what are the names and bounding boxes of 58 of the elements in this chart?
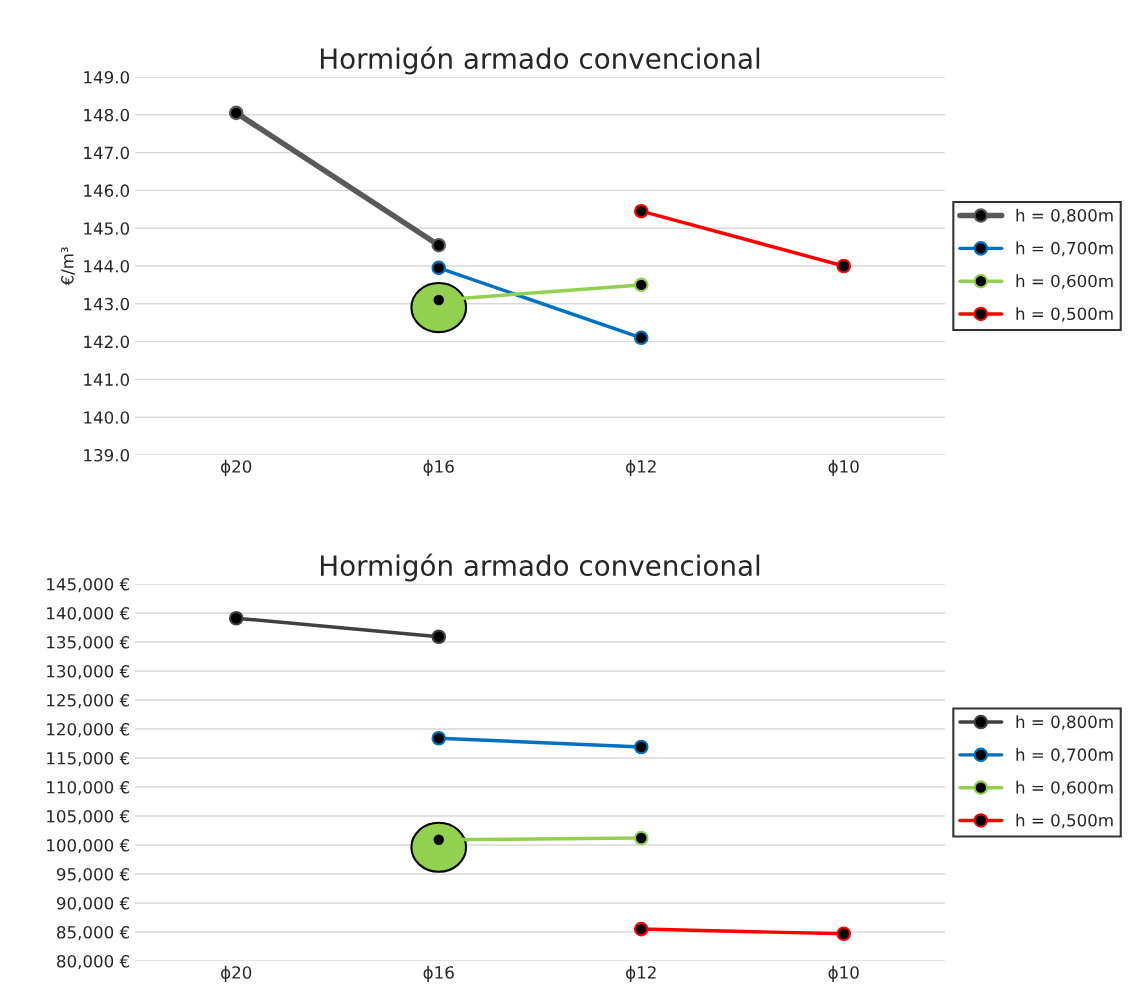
point <box>228 105 244 121</box>
y-tick-label: 130,000 € <box>47 664 130 680</box>
x-tick-label: ϕ12 <box>626 459 656 476</box>
y-tick-label: 139.0 <box>84 448 130 462</box>
legend-label: h = 0,800m <box>1016 715 1113 730</box>
y-tick-label: 90,000 € <box>56 896 130 912</box>
y-tick-label: 80,000 € <box>57 954 130 970</box>
point <box>633 203 649 219</box>
y-tick-label: 144.0 <box>84 259 130 273</box>
point <box>633 739 649 755</box>
y-tick-label: 145.0 <box>84 222 130 235</box>
y-tick-label: 95,000 € <box>56 867 130 883</box>
x-tick-label: ϕ10 <box>828 965 859 982</box>
point <box>836 926 852 942</box>
y-tick-label: 115,000 € <box>47 751 130 767</box>
y-tick-label: 148.0 <box>84 108 130 122</box>
y-axis-title: €/m³ <box>61 247 75 286</box>
legend-label: h = 0,700m <box>1016 748 1113 763</box>
y-tick-label: 142.0 <box>84 335 130 349</box>
x-tick-label: ϕ20 <box>221 459 252 476</box>
point <box>633 830 649 846</box>
y-tick-label: 125,000 € <box>47 693 130 709</box>
point <box>431 730 447 746</box>
point <box>836 258 852 274</box>
legend-label: h = 0,600m <box>1016 274 1113 289</box>
y-tick-label: 120,000 € <box>47 722 130 738</box>
x-tick-label: ϕ12 <box>626 965 656 982</box>
y-tick-label: 85,000 € <box>57 925 130 941</box>
y-tick-label: 110,000 € <box>47 780 130 796</box>
point <box>633 921 649 937</box>
x-tick-label: ϕ20 <box>221 965 252 982</box>
legend-label: h = 0,800m <box>1016 208 1113 224</box>
x-tick-label: ϕ10 <box>828 459 859 476</box>
y-tick-label: 143.0 <box>84 297 130 311</box>
point <box>431 629 447 645</box>
x-tick-label: ϕ16 <box>423 459 454 476</box>
y-tick-label: 105,000 € <box>47 809 130 825</box>
y-tick-label: 140,000 € <box>47 606 130 622</box>
point <box>633 277 649 293</box>
chart-title: Hormigón armado convencional <box>320 46 760 75</box>
y-tick-label: 141.0 <box>84 373 130 386</box>
chart-title: Hormigón armado convencional <box>320 553 760 582</box>
y-tick-label: 146.0 <box>84 184 130 197</box>
legend-label: h = 0,500m <box>1016 307 1113 322</box>
legend-label: h = 0,600m <box>1016 780 1113 796</box>
y-tick-label: 145,000 € <box>47 577 130 593</box>
point <box>228 610 244 626</box>
y-tick-label: 149.0 <box>84 70 130 84</box>
y-tick-label: 135,000 € <box>47 635 130 651</box>
x-tick-label: ϕ16 <box>423 965 454 982</box>
legend-label: h = 0,500m <box>1016 813 1113 829</box>
point <box>431 260 447 276</box>
legend-label: h = 0,700m <box>1016 241 1113 257</box>
point <box>431 237 447 253</box>
point <box>633 330 649 346</box>
y-tick-label: 147.0 <box>84 146 130 160</box>
y-tick-label: 140.0 <box>84 411 130 424</box>
y-tick-label: 100,000 € <box>47 838 130 854</box>
